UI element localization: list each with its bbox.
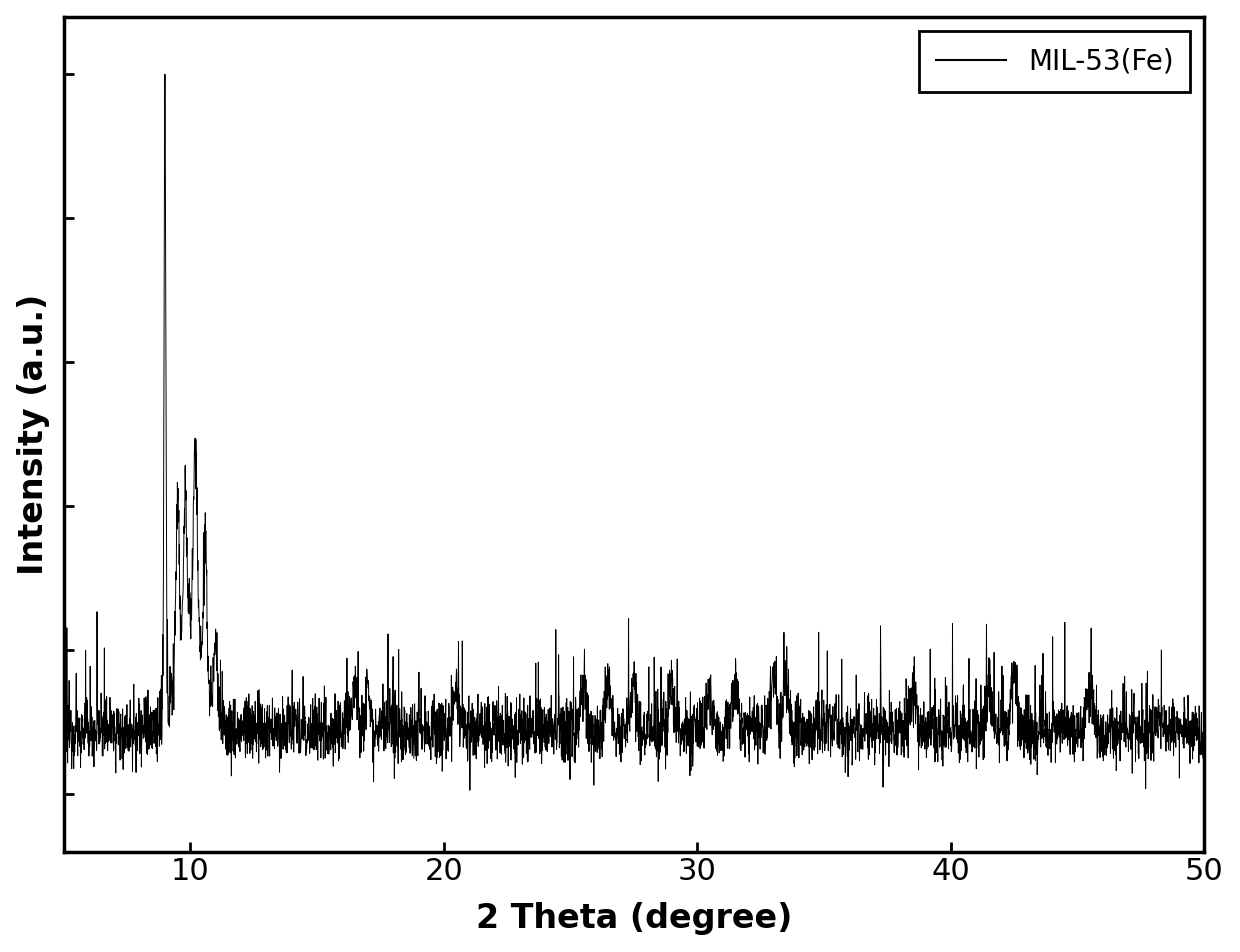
X-axis label: 2 Theta (degree): 2 Theta (degree) (476, 902, 792, 935)
Legend: MIL-53(Fe): MIL-53(Fe) (919, 30, 1190, 92)
Y-axis label: Intensity (a.u.): Intensity (a.u.) (16, 293, 50, 575)
